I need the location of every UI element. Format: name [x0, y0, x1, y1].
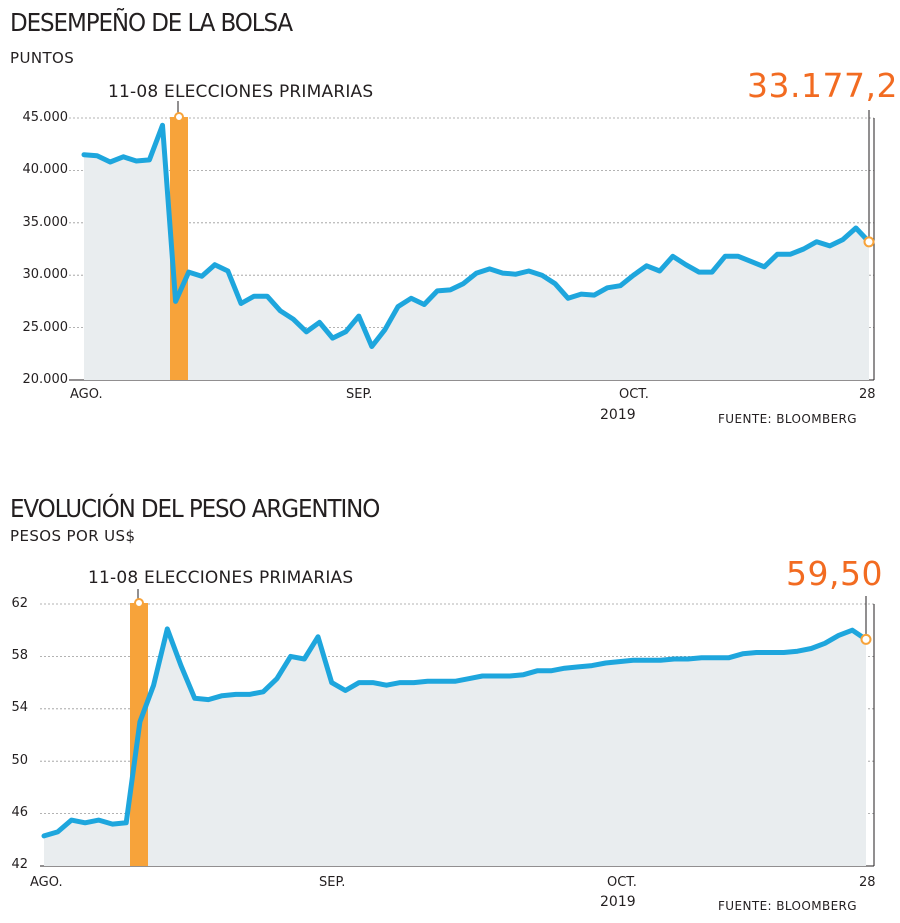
y-unit-label: PUNTOS	[10, 49, 75, 67]
last-value-label: 59,50	[786, 554, 883, 593]
x-tick-label: SEP.	[319, 875, 346, 890]
year-label: 2019	[600, 407, 636, 423]
series-line	[81, 122, 872, 349]
last-value-label: 33.177,2	[747, 66, 898, 105]
y-tick-label: 50	[11, 753, 28, 768]
x-tick-label: 28	[859, 387, 876, 402]
chart-title: DESEMPEÑO DE LA BOLSA	[10, 8, 293, 37]
y-tick-label: 54	[11, 700, 28, 715]
y-tick-label: 46	[11, 805, 28, 820]
y-tick-label: 35.000	[22, 215, 69, 230]
area-fill	[44, 628, 866, 866]
source-label: FUENTE: BLOOMBERG	[718, 412, 857, 426]
last-value-marker	[860, 633, 872, 645]
x-tick-label: OCT.	[607, 875, 637, 890]
y-tick-label: 25.000	[22, 320, 69, 335]
y-tick-label: 40.000	[22, 162, 69, 177]
event-marker	[174, 112, 184, 122]
y-tick-label: 62	[11, 596, 28, 611]
source-label: FUENTE: BLOOMBERG	[718, 899, 857, 913]
y-tick-label: 42	[11, 857, 28, 872]
area-fill	[84, 125, 869, 380]
event-band	[170, 117, 188, 380]
last-value-marker	[863, 236, 875, 248]
x-tick-label: SEP.	[346, 387, 373, 402]
y-unit-label: PESOS POR US$	[10, 527, 136, 545]
x-tick-label: AGO.	[70, 387, 103, 402]
year-label: 2019	[600, 894, 636, 910]
y-tick-label: 45.000	[22, 110, 69, 125]
y-tick-label: 30.000	[22, 267, 69, 282]
x-tick-label: OCT.	[619, 387, 649, 402]
x-tick-label: AGO.	[30, 875, 63, 890]
chart-title: EVOLUCIÓN DEL PESO ARGENTINO	[10, 494, 380, 523]
event-marker	[134, 598, 144, 608]
series-line	[41, 626, 869, 839]
y-tick-label: 58	[11, 648, 28, 663]
y-tick-label: 20.000	[22, 372, 69, 387]
event-label: 11-08 ELECCIONES PRIMARIAS	[108, 82, 374, 102]
x-tick-label: 28	[859, 875, 876, 890]
event-label: 11-08 ELECCIONES PRIMARIAS	[88, 568, 354, 588]
